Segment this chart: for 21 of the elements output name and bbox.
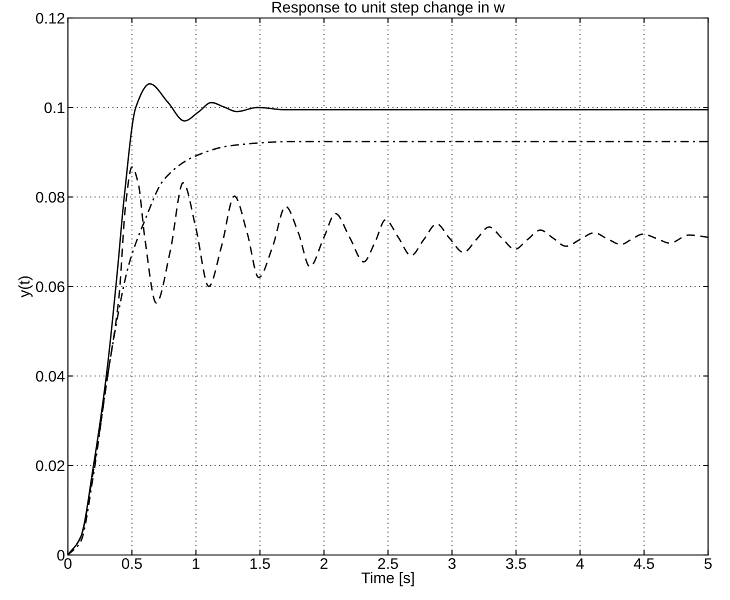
y-tick-label: 0.06 (36, 281, 64, 292)
x-tick-label: 3.5 (506, 558, 526, 569)
x-tick-label: 1.5 (250, 558, 270, 569)
x-tick-label: 0 (64, 558, 72, 569)
x-tick-label: 1 (192, 558, 200, 569)
x-axis-title: Time [s] (361, 572, 414, 586)
y-tick-label: 0.12 (36, 12, 64, 24)
x-tick-label: 4 (576, 558, 584, 569)
y-axis-title: y(t) (18, 276, 33, 298)
x-tick-label: 2 (320, 558, 328, 569)
x-tick-label: 5 (704, 558, 712, 569)
y-tick-label: 0.1 (44, 102, 64, 114)
y-tick-label: 0.02 (36, 460, 64, 472)
x-tick-label: 3 (448, 558, 456, 569)
y-tick-label: 0.08 (36, 192, 64, 203)
x-tick-label: 4.5 (634, 558, 654, 569)
x-tick-label: 2.5 (378, 558, 398, 569)
y-tick-label: 0 (57, 550, 65, 561)
chart-title: Response to unit step change in w (272, 1, 505, 16)
y-tick-label: 0.04 (36, 370, 65, 382)
x-tick-label: 0.5 (122, 558, 142, 569)
